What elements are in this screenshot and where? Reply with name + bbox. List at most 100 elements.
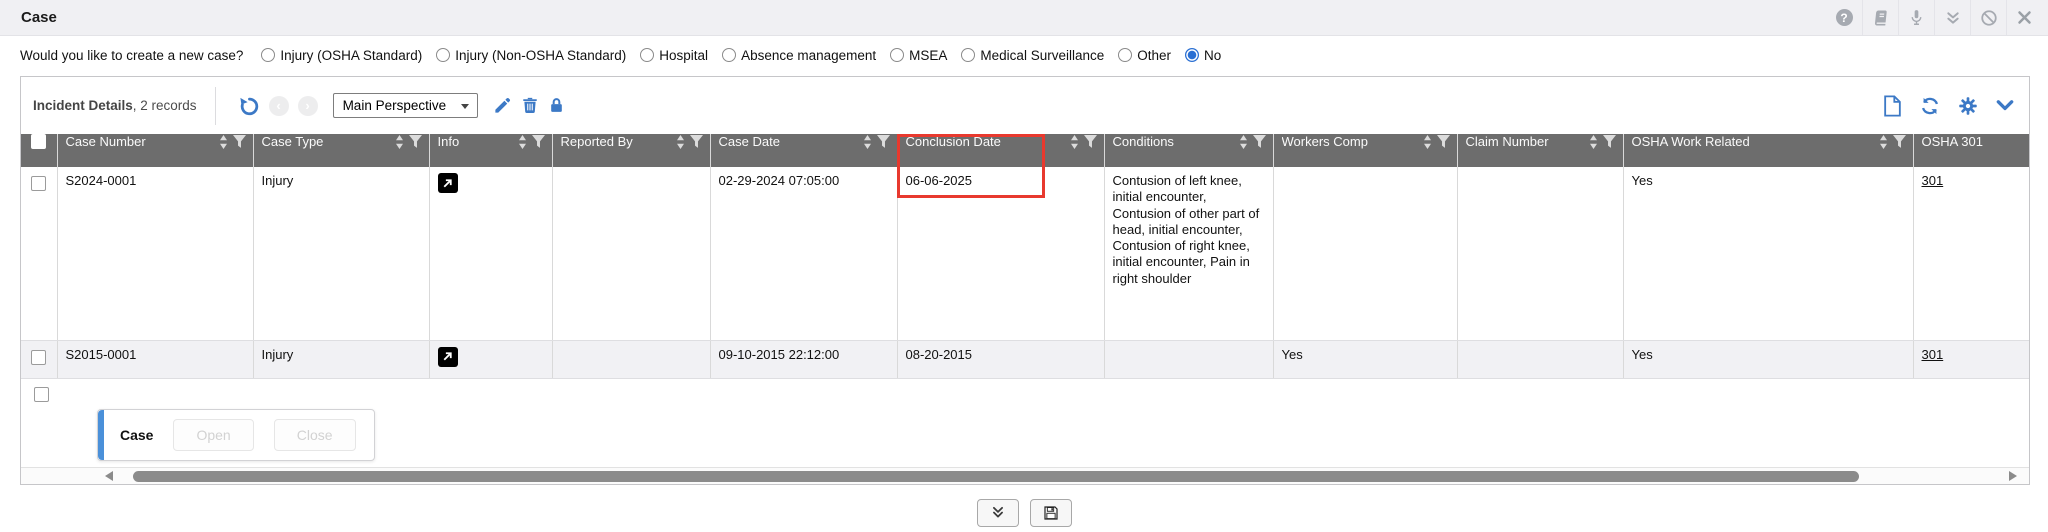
cell-conclusion-date: 08-20-2015	[897, 340, 1105, 379]
cell-case-date: 09-10-2015 22:12:00	[710, 340, 898, 379]
select-all-checkbox-cell	[21, 134, 58, 167]
column-header-info[interactable]: Info	[429, 134, 553, 167]
tab-case[interactable]: Case	[120, 426, 154, 443]
incident-details-table: Case Number Case Type Info Reported By C…	[21, 134, 2029, 379]
close-button[interactable]: Close	[273, 418, 356, 451]
radio-injury-osha-standard[interactable]: Injury (OSHA Standard)	[261, 48, 422, 63]
collapse-icon[interactable]	[1934, 0, 1970, 35]
sort-icon[interactable]	[1423, 134, 1432, 149]
column-header-osha-301[interactable]: OSHA 301	[1913, 134, 2029, 167]
filter-icon[interactable]	[1892, 135, 1906, 148]
book-icon[interactable]	[1862, 0, 1898, 35]
radio-circle-icon	[722, 48, 737, 62]
filter-icon[interactable]	[232, 135, 246, 148]
radio-circle-icon	[261, 48, 276, 62]
filter-icon[interactable]	[1436, 135, 1450, 148]
page-title: Case	[21, 9, 57, 26]
radio-medical-surveillance[interactable]: Medical Surveillance	[961, 48, 1104, 63]
trash-icon[interactable]	[521, 96, 539, 115]
open-record-icon[interactable]	[437, 346, 458, 367]
scroll-left-icon[interactable]	[105, 470, 113, 481]
refresh-icon[interactable]	[1919, 96, 1941, 116]
sort-icon[interactable]	[1879, 134, 1888, 149]
filter-icon[interactable]	[876, 135, 890, 148]
column-header-reported-by[interactable]: Reported By	[552, 134, 711, 167]
incident-details-panel: Incident Details, 2 records ‹ › Main Per…	[20, 76, 2030, 485]
filter-icon[interactable]	[689, 135, 703, 148]
column-header-conclusion-date[interactable]: Conclusion Date	[896, 134, 1105, 198]
new-case-question-row: Would you like to create a new case? Inj…	[0, 36, 2048, 74]
table-row: S2015-0001 Injury 09-10-2015 22:12:00 08…	[21, 340, 2029, 379]
scrollbar-thumb[interactable]	[133, 470, 1859, 482]
pencil-icon[interactable]	[493, 96, 512, 115]
new-row-checkbox[interactable]	[34, 386, 49, 402]
sort-icon[interactable]	[1239, 134, 1248, 149]
row-checkbox[interactable]	[31, 176, 47, 191]
sort-icon[interactable]	[1589, 134, 1598, 149]
row-checkbox[interactable]	[31, 349, 47, 365]
radio-circle-selected-icon	[1185, 48, 1199, 62]
sort-icon[interactable]	[1070, 134, 1079, 149]
expand-more-button[interactable]	[976, 498, 1019, 527]
column-header-workers-comp[interactable]: Workers Comp	[1273, 134, 1458, 167]
column-header-case-type[interactable]: Case Type	[253, 134, 430, 167]
column-header-case-number[interactable]: Case Number	[57, 134, 254, 167]
column-header-osha-work-related[interactable]: OSHA Work Related	[1623, 134, 1914, 167]
radio-other[interactable]: Other	[1118, 48, 1171, 63]
prev-icon[interactable]: ‹	[268, 95, 289, 116]
grid-title: Incident Details, 2 records	[33, 98, 197, 113]
chevron-down-icon[interactable]	[1995, 98, 2015, 114]
close-icon[interactable]	[2006, 0, 2042, 35]
new-document-icon[interactable]	[1883, 94, 1902, 117]
sort-icon[interactable]	[395, 134, 404, 149]
sort-icon[interactable]	[518, 134, 527, 149]
osha-301-link[interactable]: 301	[1921, 346, 1944, 362]
bottom-action-bar	[0, 485, 2048, 532]
cell-case-number: S2024-0001	[57, 167, 254, 341]
new-case-question: Would you like to create a new case?	[20, 47, 244, 63]
block-icon[interactable]	[1970, 0, 2006, 35]
filter-icon[interactable]	[1083, 135, 1097, 148]
filter-icon[interactable]	[1602, 135, 1616, 148]
column-header-claim-number[interactable]: Claim Number	[1457, 134, 1624, 167]
grid-toolbar: Incident Details, 2 records ‹ › Main Per…	[21, 77, 2029, 134]
osha-301-link[interactable]: 301	[1921, 173, 1944, 188]
radio-circle-icon	[961, 48, 976, 62]
sort-icon[interactable]	[676, 134, 685, 149]
radio-msea[interactable]: MSEA	[890, 48, 947, 63]
radio-injury-non-osha-standard[interactable]: Injury (Non-OSHA Standard)	[436, 48, 626, 63]
filter-icon[interactable]	[531, 135, 545, 148]
column-header-conditions[interactable]: Conditions	[1104, 134, 1274, 167]
cell-case-date: 02-29-2024 07:05:00	[710, 167, 898, 341]
cell-workers-comp	[1273, 167, 1458, 341]
filter-icon[interactable]	[408, 135, 422, 148]
sort-icon[interactable]	[863, 134, 872, 149]
radio-circle-icon	[640, 48, 655, 62]
help-icon[interactable]: ?	[1826, 0, 1862, 35]
radio-no[interactable]: No	[1185, 48, 1221, 63]
select-all-checkbox[interactable]	[31, 134, 47, 149]
cell-osha-work-related: Yes	[1623, 340, 1914, 379]
perspective-select[interactable]: Main Perspective	[332, 93, 478, 118]
cell-conclusion-date: 06-06-2025	[897, 167, 1105, 341]
horizontal-scrollbar[interactable]	[21, 466, 2029, 484]
cell-claim-number	[1457, 340, 1624, 379]
grid-footer: Case Open Close	[21, 379, 2029, 467]
filter-icon[interactable]	[1252, 135, 1266, 148]
cell-reported-by	[552, 340, 711, 379]
open-record-icon[interactable]	[437, 173, 458, 193]
microphone-icon[interactable]	[1898, 0, 1934, 35]
lock-icon[interactable]	[548, 96, 565, 115]
save-button[interactable]	[1029, 498, 1072, 527]
sort-icon[interactable]	[219, 134, 228, 149]
radio-hospital[interactable]: Hospital	[640, 48, 708, 63]
radio-absence-management[interactable]: Absence management	[722, 48, 876, 63]
undo-icon[interactable]	[238, 95, 260, 117]
cell-workers-comp: Yes	[1273, 340, 1458, 379]
gear-icon[interactable]	[1958, 96, 1978, 116]
window-title-bar: Case ?	[0, 0, 2048, 36]
next-icon[interactable]: ›	[297, 95, 318, 116]
column-header-case-date[interactable]: Case Date	[710, 134, 898, 167]
open-button[interactable]: Open	[173, 418, 254, 451]
scroll-right-icon[interactable]	[2009, 470, 2017, 481]
